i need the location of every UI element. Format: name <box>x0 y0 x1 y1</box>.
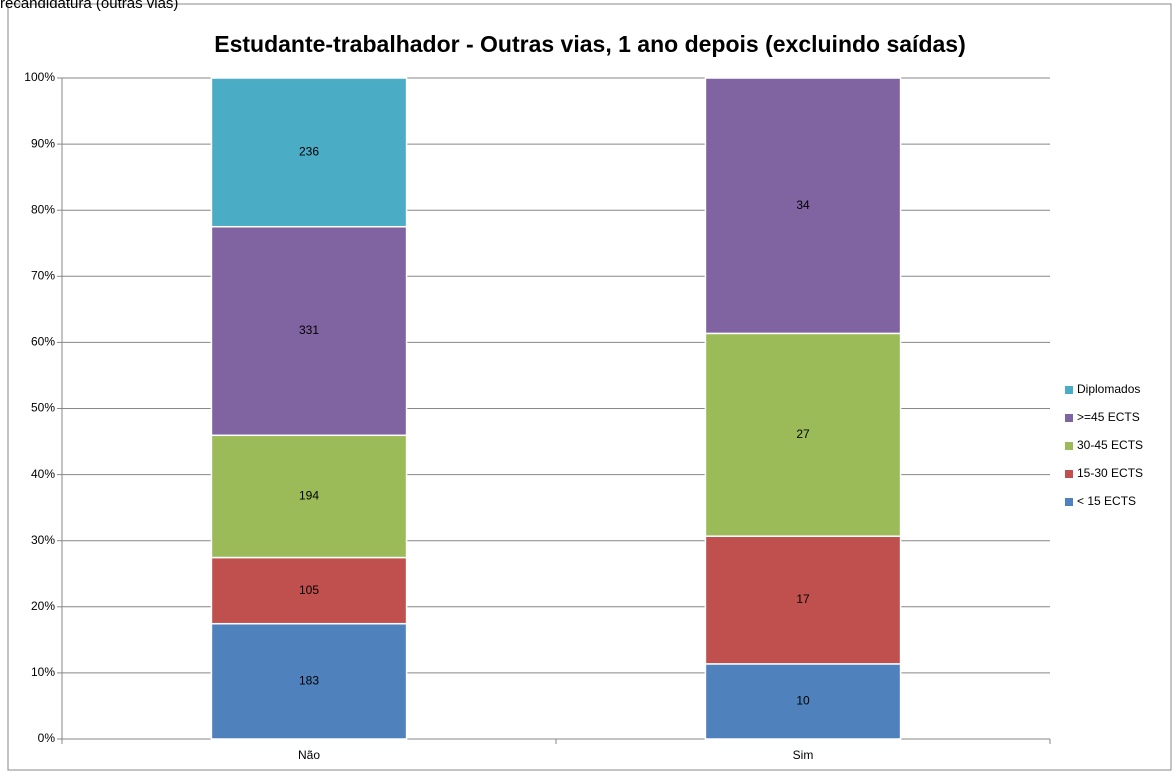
y-tick-label: 30% <box>31 533 55 547</box>
legend-swatch <box>1065 498 1073 506</box>
y-tick-label: 10% <box>31 665 55 679</box>
bar-segment <box>704 77 902 335</box>
data-label: 10 <box>796 694 810 708</box>
bar-segment <box>210 434 408 559</box>
y-tick-label: 20% <box>31 599 55 613</box>
y-tick-label: 70% <box>31 268 55 282</box>
x-tick-label: Sim <box>793 748 814 762</box>
bar-segment <box>704 535 902 665</box>
y-tick-label: 80% <box>31 202 55 216</box>
legend-swatch <box>1065 470 1073 478</box>
bar-segment <box>704 332 902 537</box>
legend-label: Diplomados <box>1077 382 1140 396</box>
data-label: 105 <box>299 583 319 597</box>
bar-segment <box>210 622 408 740</box>
chart-frame <box>7 3 1172 771</box>
legend-label: >=45 ECTS <box>1077 410 1140 424</box>
bar-segment <box>210 225 408 437</box>
data-label: 183 <box>299 674 319 688</box>
legend-label: 30-45 ECTS <box>1077 438 1143 452</box>
legend-swatch <box>1065 386 1073 394</box>
bar-segment <box>210 556 408 625</box>
y-tick-label: 40% <box>31 467 55 481</box>
data-label: 194 <box>299 489 319 503</box>
caption: recandidatura (outras vias) <box>0 0 178 12</box>
legend-swatch <box>1065 414 1073 422</box>
data-label: 236 <box>299 145 319 159</box>
data-label: 34 <box>796 198 810 212</box>
bar-segment <box>210 77 408 228</box>
legend-swatch <box>1065 442 1073 450</box>
data-label: 331 <box>299 323 319 337</box>
y-tick-label: 0% <box>38 731 56 745</box>
y-tick-label: 90% <box>31 136 55 150</box>
chart-title: Estudante-trabalhador - Outras vias, 1 a… <box>214 31 966 57</box>
x-tick-label: Não <box>298 748 320 762</box>
bar-segment <box>704 663 902 740</box>
y-tick-label: 60% <box>31 335 55 349</box>
data-label: 17 <box>796 592 810 606</box>
y-tick-label: 100% <box>24 70 55 84</box>
legend-label: 15-30 ECTS <box>1077 466 1143 480</box>
y-tick-label: 50% <box>31 401 55 415</box>
legend-label: < 15 ECTS <box>1077 494 1136 508</box>
data-label: 27 <box>796 427 810 441</box>
